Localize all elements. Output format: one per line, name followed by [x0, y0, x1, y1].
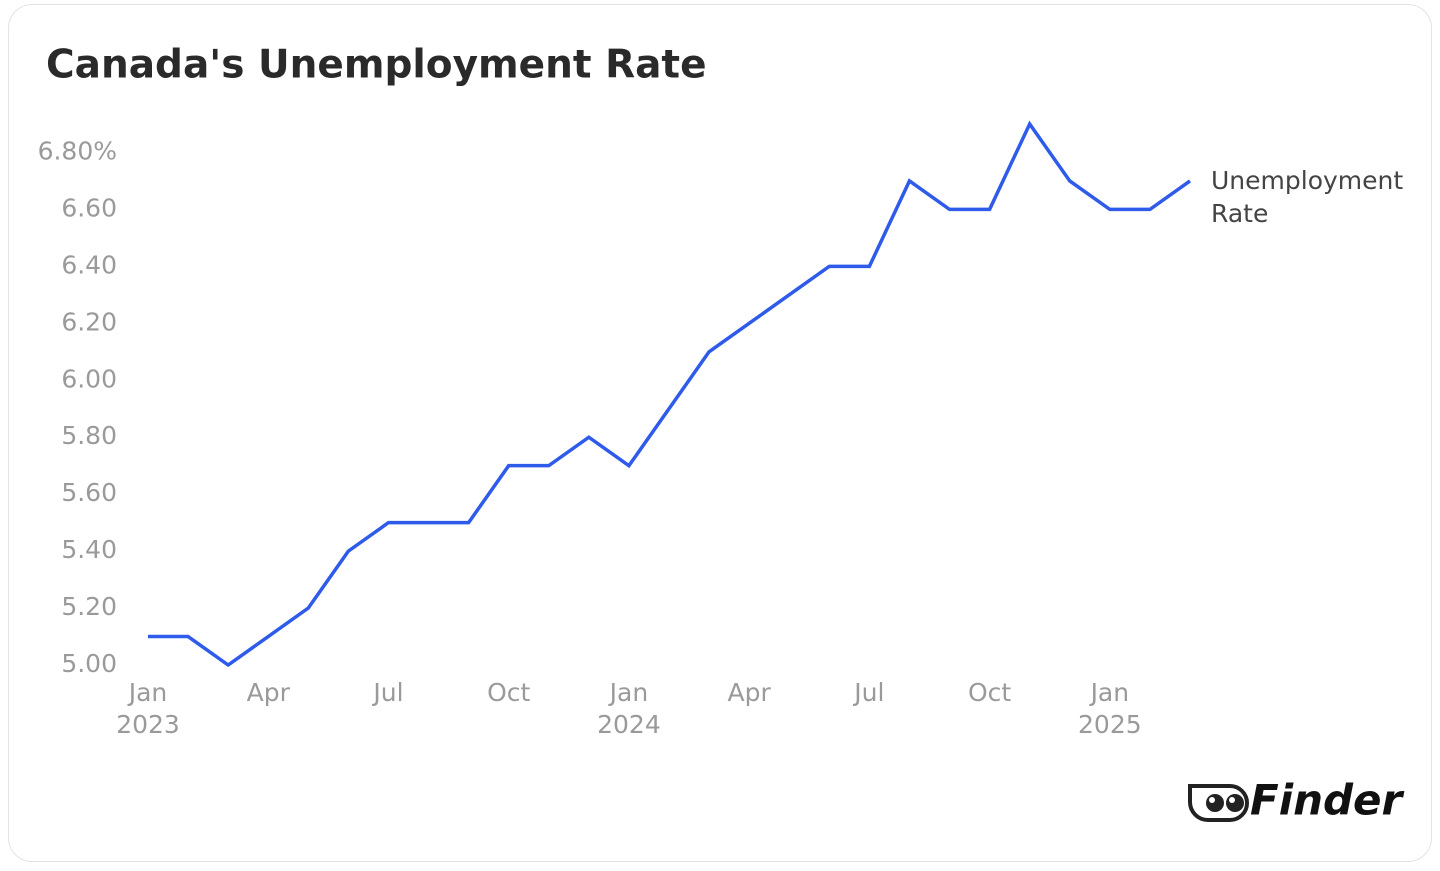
- x-tick-label: Jul: [371, 678, 403, 707]
- x-tick-label: Jan: [127, 678, 168, 707]
- y-tick-label: 5.60: [61, 478, 117, 507]
- y-tick-label: 5.80: [61, 421, 117, 450]
- x-tick-label: Apr: [247, 678, 291, 707]
- y-tick-label: 5.20: [61, 592, 117, 621]
- card: [8, 4, 1432, 862]
- x-tick-label: Jan: [1089, 678, 1130, 707]
- data-line: [148, 120, 1192, 668]
- x-tick-year: 2025: [1078, 710, 1142, 739]
- brand-logo: [1188, 784, 1249, 822]
- y-tick-label: 6.00: [61, 364, 117, 393]
- y-tick-label: 6.40: [61, 250, 117, 279]
- y-tick-label: 5.40: [61, 535, 117, 564]
- y-tick-label: 6.60: [61, 193, 117, 222]
- y-tick-label: 6.80%: [38, 136, 117, 165]
- y-tick-label: 5.00: [61, 649, 117, 678]
- y-tick-label: 6.20: [61, 307, 117, 336]
- x-tick-label: Jul: [852, 678, 884, 707]
- brand-name: Finder: [1250, 776, 1405, 825]
- x-tick-year: 2023: [116, 710, 180, 739]
- x-tick-label: Apr: [728, 678, 772, 707]
- x-tick-label: Oct: [487, 678, 530, 707]
- chart-title: Canada's Unemployment Rate: [46, 43, 707, 88]
- x-tick-year: 2024: [597, 710, 661, 739]
- x-tick-label: Jan: [608, 678, 649, 707]
- legend-label: Unemployment Rate: [1211, 166, 1404, 228]
- x-tick-label: Oct: [968, 678, 1011, 707]
